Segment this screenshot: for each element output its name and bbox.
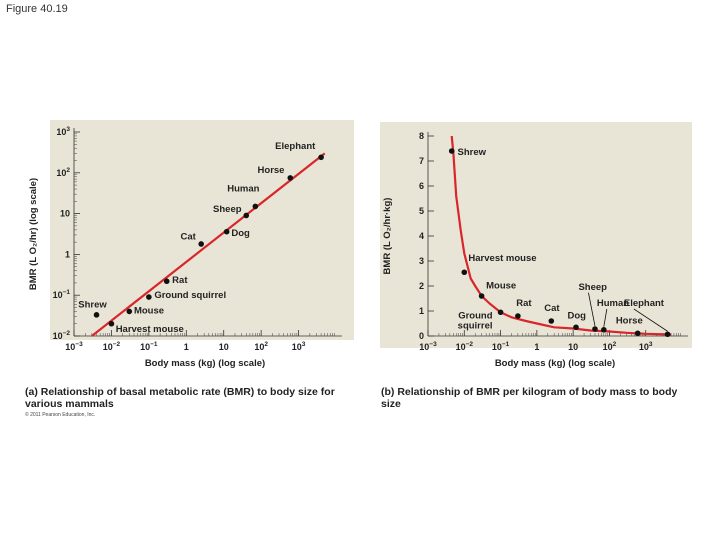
point-dog [573, 324, 579, 331]
pointer-sheep [588, 292, 596, 327]
y-tick-label: 0 [419, 331, 424, 341]
copyright-text: © 2011 Pearson Education, Inc. [25, 412, 96, 418]
y-tick-label: 103 [56, 126, 70, 137]
label-elephant: Elephant [275, 141, 316, 152]
pointer-elephant [633, 308, 668, 332]
point-horse [287, 175, 294, 181]
y-tick-label: 10−2 [53, 330, 71, 341]
label-horse: Horse [616, 316, 643, 327]
x-tick-label: 10−1 [140, 341, 158, 352]
point-rat [163, 278, 170, 285]
point-ground-squirrel [497, 309, 504, 316]
plot-background [50, 120, 354, 340]
point-harvest-mouse [108, 320, 115, 327]
bmr-curve [450, 135, 672, 336]
point-mouse [126, 308, 133, 315]
point-rat [515, 313, 521, 319]
figure-label: Figure 40.19 [6, 3, 68, 15]
label-mouse: Mouse [486, 281, 516, 292]
point-harvest-mouse [461, 269, 468, 276]
point-ground-squirrel [146, 294, 152, 300]
y-tick-label: 8 [419, 131, 424, 141]
x-tick-label: 10 [568, 342, 578, 352]
label-ground-squirrel: Ground squirrel [154, 290, 226, 301]
label-horse: Horse [258, 165, 285, 176]
x-tick-label: 103 [292, 341, 306, 352]
label-cat: Cat [544, 303, 560, 314]
x-tick-label: 1 [184, 342, 189, 352]
x-tick-label: 10−3 [65, 341, 83, 352]
point-dog [223, 228, 230, 235]
label-ground-squirrel: Ground squirrel [458, 311, 493, 332]
x-tick-label: 1 [534, 342, 539, 352]
point-shrew [448, 148, 455, 154]
x-tick-label: 10−3 [419, 341, 437, 352]
label-dog: Dog [231, 228, 250, 239]
point-elephant [318, 154, 324, 161]
point-sheep [592, 326, 598, 332]
y-tick-label: 2 [419, 281, 424, 291]
label-shrew: Shrew [78, 299, 107, 310]
label-elephant: Elephant [624, 298, 665, 309]
y-tick-label: 3 [419, 256, 424, 266]
y-tick-label: 1 [65, 249, 70, 259]
x-tick-label: 10−2 [103, 341, 121, 352]
point-mouse [478, 293, 485, 299]
label-sheep: Sheep [213, 204, 242, 215]
caption-panel-a: (a) Relationship of basal metabolic rate… [25, 386, 335, 410]
x-tick-label: 10−2 [456, 341, 474, 352]
label-dog: Dog [568, 311, 587, 322]
point-human [601, 326, 607, 333]
y-axis-title: BMR (L O₂/hr·kg) [382, 198, 393, 275]
y-tick-label: 10−1 [53, 289, 71, 300]
x-tick-label: 10−1 [492, 341, 510, 352]
plot-background [380, 122, 692, 348]
x-tick-label: 103 [639, 341, 653, 352]
label-harvest-mouse: Harvest mouse [468, 253, 536, 264]
y-tick-label: 5 [419, 206, 424, 216]
label-human: Human [597, 298, 629, 309]
point-cat [198, 241, 204, 247]
y-tick-label: 10 [60, 209, 70, 219]
point-sheep [243, 212, 250, 219]
pointer-human [603, 308, 608, 327]
point-shrew [93, 312, 100, 318]
label-rat: Rat [516, 298, 532, 309]
y-axis-title: BMR (L O₂/hr) (log scale) [28, 178, 39, 290]
x-axis-title: Body mass (kg) (log scale) [495, 358, 615, 369]
point-elephant [664, 331, 671, 338]
label-harvest-mouse: Harvest mouse [116, 324, 184, 335]
y-tick-label: 6 [419, 181, 424, 191]
chart-panel-b: 10−3 10−2 10−1 1 10 102 103 0 1 2 3 4 5 6 7 8 Body mass … [380, 122, 692, 369]
label-human: Human [227, 183, 259, 194]
chart-panel-a: 10−3 10−2 10−1 1 10 102 10310−210−1110102103Bo… [28, 120, 354, 369]
label-mouse: Mouse [134, 305, 164, 316]
label-cat: Cat [181, 232, 197, 243]
x-tick-label: 102 [603, 341, 617, 352]
x-tick-label: 10 [219, 342, 229, 352]
x-axis-title: Body mass (kg) (log scale) [145, 358, 265, 369]
point-human [252, 203, 259, 210]
point-cat [548, 318, 555, 324]
y-tick-label: 4 [419, 231, 424, 241]
y-tick-label: 102 [56, 167, 70, 178]
x-tick-label: 102 [254, 341, 268, 352]
y-tick-label: 7 [419, 156, 424, 166]
y-tick-label: 1 [419, 306, 424, 316]
label-rat: Rat [172, 275, 188, 286]
point-horse [634, 330, 641, 337]
label-sheep: Sheep [578, 282, 607, 293]
caption-panel-b: (b) Relationship of BMR per kilogram of … [381, 386, 678, 410]
regression-line [91, 152, 326, 337]
label-shrew: Shrew [457, 147, 486, 158]
